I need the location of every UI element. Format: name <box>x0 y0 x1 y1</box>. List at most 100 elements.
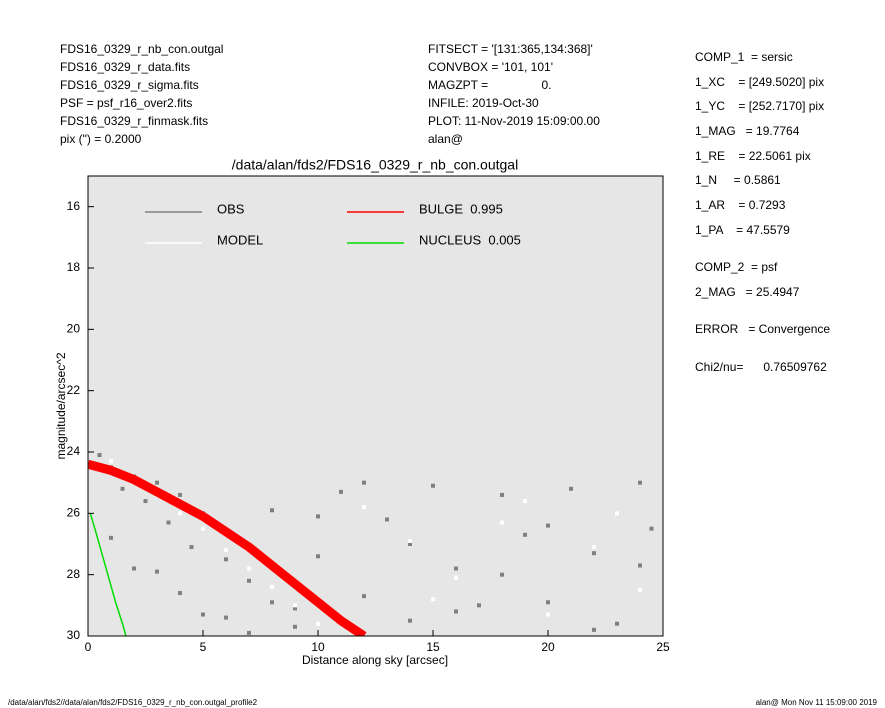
header-left-line: FDS16_0329_r_nb_con.outgal <box>60 42 223 56</box>
data-point <box>224 548 228 553</box>
x-tick-label: 15 <box>426 640 440 654</box>
data-point <box>155 480 159 485</box>
header-right-line: 1_N = 0.5861 <box>695 173 781 187</box>
data-point <box>638 480 642 485</box>
data-point <box>454 575 458 580</box>
data-point <box>431 597 435 602</box>
header-right-line: COMP_2 = psf <box>695 260 778 274</box>
data-point <box>247 566 251 571</box>
data-point <box>500 492 504 497</box>
legend-label: MODEL <box>217 232 263 247</box>
data-point <box>546 612 550 617</box>
data-point <box>109 535 113 540</box>
data-point <box>247 578 251 583</box>
x-tick-label: 10 <box>311 640 325 654</box>
data-point <box>454 566 458 571</box>
data-point <box>270 600 274 605</box>
data-point <box>385 517 389 522</box>
header-left-line: pix (") = 0.2000 <box>60 132 142 146</box>
data-point <box>155 569 159 574</box>
data-point <box>431 483 435 488</box>
legend-label: NUCLEUS 0.005 <box>419 232 521 247</box>
plot-marks <box>88 453 654 636</box>
data-point <box>477 603 481 608</box>
data-point <box>189 545 194 550</box>
plot-area <box>88 176 663 636</box>
data-point <box>638 563 642 568</box>
data-point <box>523 532 527 537</box>
header-center-line: CONVBOX = '101, 101' <box>428 60 553 74</box>
header-right-line: 1_RE = 22.5061 pix <box>695 149 811 163</box>
data-point <box>178 492 182 497</box>
data-point <box>546 600 550 605</box>
data-point <box>362 505 366 510</box>
y-tick-label: 18 <box>67 260 81 274</box>
header-right-line: 1_PA = 47.5579 <box>695 223 790 237</box>
data-point <box>293 603 297 608</box>
header-left-line: FDS16_0329_r_sigma.fits <box>60 78 199 92</box>
data-point <box>408 542 412 546</box>
footer-left: /data/alan/fds2//data/alan/fds2/FDS16_03… <box>8 698 258 707</box>
header-center-line: MAGZPT = 0. <box>428 78 551 92</box>
y-tick-label: 20 <box>67 322 81 336</box>
data-point <box>546 523 550 528</box>
data-point <box>569 486 573 491</box>
header-left-line: PSF = psf_r16_over2.fits <box>60 96 192 110</box>
plot-frame <box>87 175 664 637</box>
data-point <box>408 538 412 543</box>
header-center-line: PLOT: 11-Nov-2019 15:09:00.00 <box>428 114 600 128</box>
y-tick-label: 22 <box>67 383 81 397</box>
data-point <box>120 486 125 491</box>
header-right-line: ERROR = Convergence <box>695 322 830 336</box>
data-point <box>408 618 412 623</box>
x-tick-label: 0 <box>85 640 92 654</box>
data-point <box>247 630 251 635</box>
data-point <box>178 511 182 516</box>
data-point <box>201 526 205 531</box>
data-point <box>97 453 102 458</box>
data-point <box>592 627 596 632</box>
data-point <box>293 606 297 611</box>
data-point <box>649 526 654 531</box>
legend-label: BULGE 0.995 <box>419 201 503 216</box>
profile-line <box>89 513 127 636</box>
y-tick-label: 16 <box>67 199 81 213</box>
y-tick-label: 30 <box>67 628 81 642</box>
data-point <box>638 588 642 592</box>
data-point <box>316 554 320 559</box>
data-point <box>362 480 366 485</box>
data-point <box>270 508 274 513</box>
header-right-line: Chi2/nu= 0.76509762 <box>695 360 827 374</box>
header-right-line: 1_XC = [249.5020] pix <box>695 75 824 89</box>
data-point <box>592 545 596 550</box>
data-point <box>454 609 458 614</box>
profile-line <box>88 459 367 636</box>
data-point <box>132 566 136 571</box>
header-center-line: FITSECT = '[131:365,134:368]' <box>428 42 593 56</box>
y-tick-label: 26 <box>67 506 81 520</box>
header-right-line: 1_MAG = 19.7764 <box>695 124 800 138</box>
data-point <box>592 551 596 556</box>
x-tick-label: 20 <box>541 640 555 654</box>
x-axis-label: Distance along sky [arcsec] <box>302 653 448 667</box>
x-tick-label: 5 <box>200 640 207 654</box>
data-point <box>143 499 148 504</box>
data-point <box>362 594 366 599</box>
data-point <box>166 520 171 525</box>
data-point <box>523 499 527 504</box>
data-point <box>615 511 619 516</box>
y-axis-label: magnitude/arcsec^2 <box>54 352 68 459</box>
footer-right: alan@ Mon Nov 11 15:09:00 2019 <box>756 698 878 707</box>
data-point <box>178 591 182 596</box>
data-point <box>293 624 297 629</box>
data-point <box>500 572 504 577</box>
header-right-line: COMP_1 = sersic <box>695 50 793 64</box>
data-point <box>201 612 205 617</box>
data-point <box>224 615 228 620</box>
data-point <box>500 520 504 525</box>
header-right-line: 1_AR = 0.7293 <box>695 198 786 212</box>
data-point <box>224 557 228 562</box>
header-center-line: INFILE: 2019-Oct-30 <box>428 96 539 110</box>
legend-label: OBS <box>217 201 245 216</box>
